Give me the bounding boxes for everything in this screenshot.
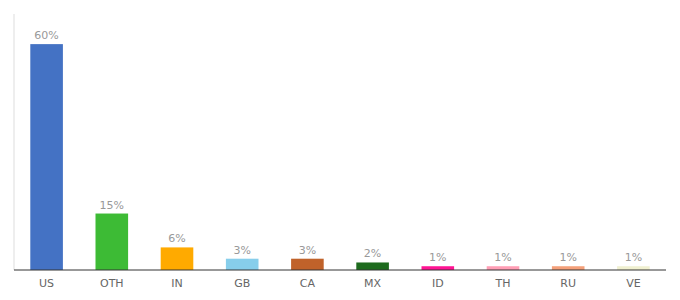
x-tick-label: RU [560, 277, 576, 290]
data-label: 6% [168, 232, 185, 245]
x-tick-label: CA [300, 277, 316, 290]
x-tick-label: GB [234, 277, 250, 290]
x-tick-label: US [39, 277, 54, 290]
y-axis-line [14, 14, 15, 270]
bar [226, 259, 259, 270]
bar [356, 262, 389, 270]
x-tick-label: ID [432, 277, 444, 290]
data-label: 1% [625, 251, 642, 264]
chart: US OTH IN GB CA MX ID TH RU VE 60% 15% 6% 3% 3% 2% 1% 1% 1… [0, 0, 680, 300]
data-label: 1% [429, 251, 446, 264]
bars [30, 44, 649, 270]
x-tick-label: OTH [100, 277, 124, 290]
x-tick-label: IN [171, 277, 182, 290]
bar [487, 266, 520, 270]
bar [552, 266, 585, 270]
data-label: 1% [494, 251, 511, 264]
x-tick-label: VE [626, 277, 641, 290]
bar [30, 44, 63, 270]
x-tick-label: MX [364, 277, 381, 290]
chart-container: US OTH IN GB CA MX ID TH RU VE 60% 15% 6% 3% 3% 2% 1% 1% 1… [0, 0, 680, 300]
data-label: 3% [233, 244, 250, 257]
x-tick-label: TH [495, 277, 511, 290]
bar [422, 266, 455, 270]
data-label: 3% [299, 244, 316, 257]
bar [617, 266, 650, 270]
data-label: 1% [559, 251, 576, 264]
data-label: 15% [100, 199, 124, 212]
bar [96, 214, 129, 270]
bar [291, 259, 324, 270]
bar [161, 247, 194, 270]
data-label: 2% [364, 247, 381, 260]
x-axis-line [14, 270, 666, 271]
data-label: 60% [34, 29, 58, 42]
